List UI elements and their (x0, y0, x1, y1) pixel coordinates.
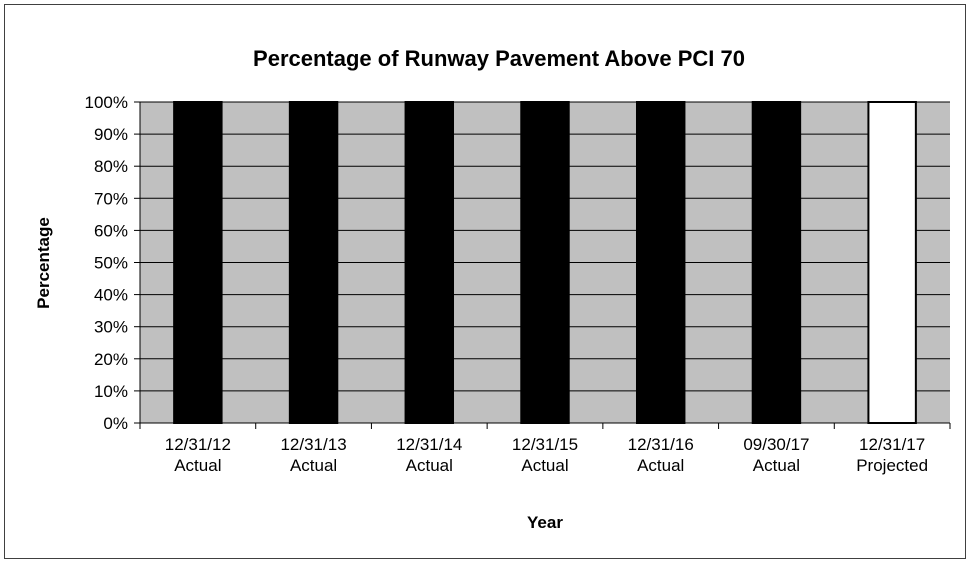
bar (635, 101, 686, 424)
y-tick-label: 40% (94, 286, 128, 305)
x-tick-label: 12/31/12 (165, 435, 231, 454)
bar (173, 101, 223, 424)
x-tick-label: Actual (521, 456, 568, 475)
y-axis-label: Percentage (34, 217, 53, 309)
y-tick-label: 50% (94, 254, 128, 273)
x-tick-label: 12/31/17 (859, 435, 925, 454)
x-axis-label: Year (527, 513, 563, 532)
bar (288, 101, 339, 424)
x-tick-label: Projected (856, 456, 928, 475)
bar (867, 101, 917, 424)
y-tick-label: 10% (94, 382, 128, 401)
x-tick-label: Actual (174, 456, 221, 475)
y-tick-label: 30% (94, 318, 128, 337)
x-tick-label: Actual (637, 456, 684, 475)
y-tick-label: 80% (94, 157, 128, 176)
y-tick-label: 70% (94, 189, 128, 208)
x-tick-label: 12/31/14 (396, 435, 462, 454)
x-tick-label: 12/31/16 (628, 435, 694, 454)
bar (520, 101, 570, 424)
x-tick-label: Actual (753, 456, 800, 475)
x-tick-label: 09/30/17 (743, 435, 809, 454)
bar (404, 101, 455, 424)
x-tick-label: Actual (290, 456, 337, 475)
x-tick-label: Actual (406, 456, 453, 475)
chart-title: Percentage of Runway Pavement Above PCI … (253, 46, 745, 71)
bar (751, 101, 802, 424)
y-tick-label: 0% (103, 414, 128, 433)
y-tick-label: 100% (85, 93, 128, 112)
y-tick-label: 90% (94, 125, 128, 144)
y-tick-label: 20% (94, 350, 128, 369)
y-tick-label: 60% (94, 221, 128, 240)
x-tick-label: 12/31/13 (280, 435, 346, 454)
x-tick-label: 12/31/15 (512, 435, 578, 454)
